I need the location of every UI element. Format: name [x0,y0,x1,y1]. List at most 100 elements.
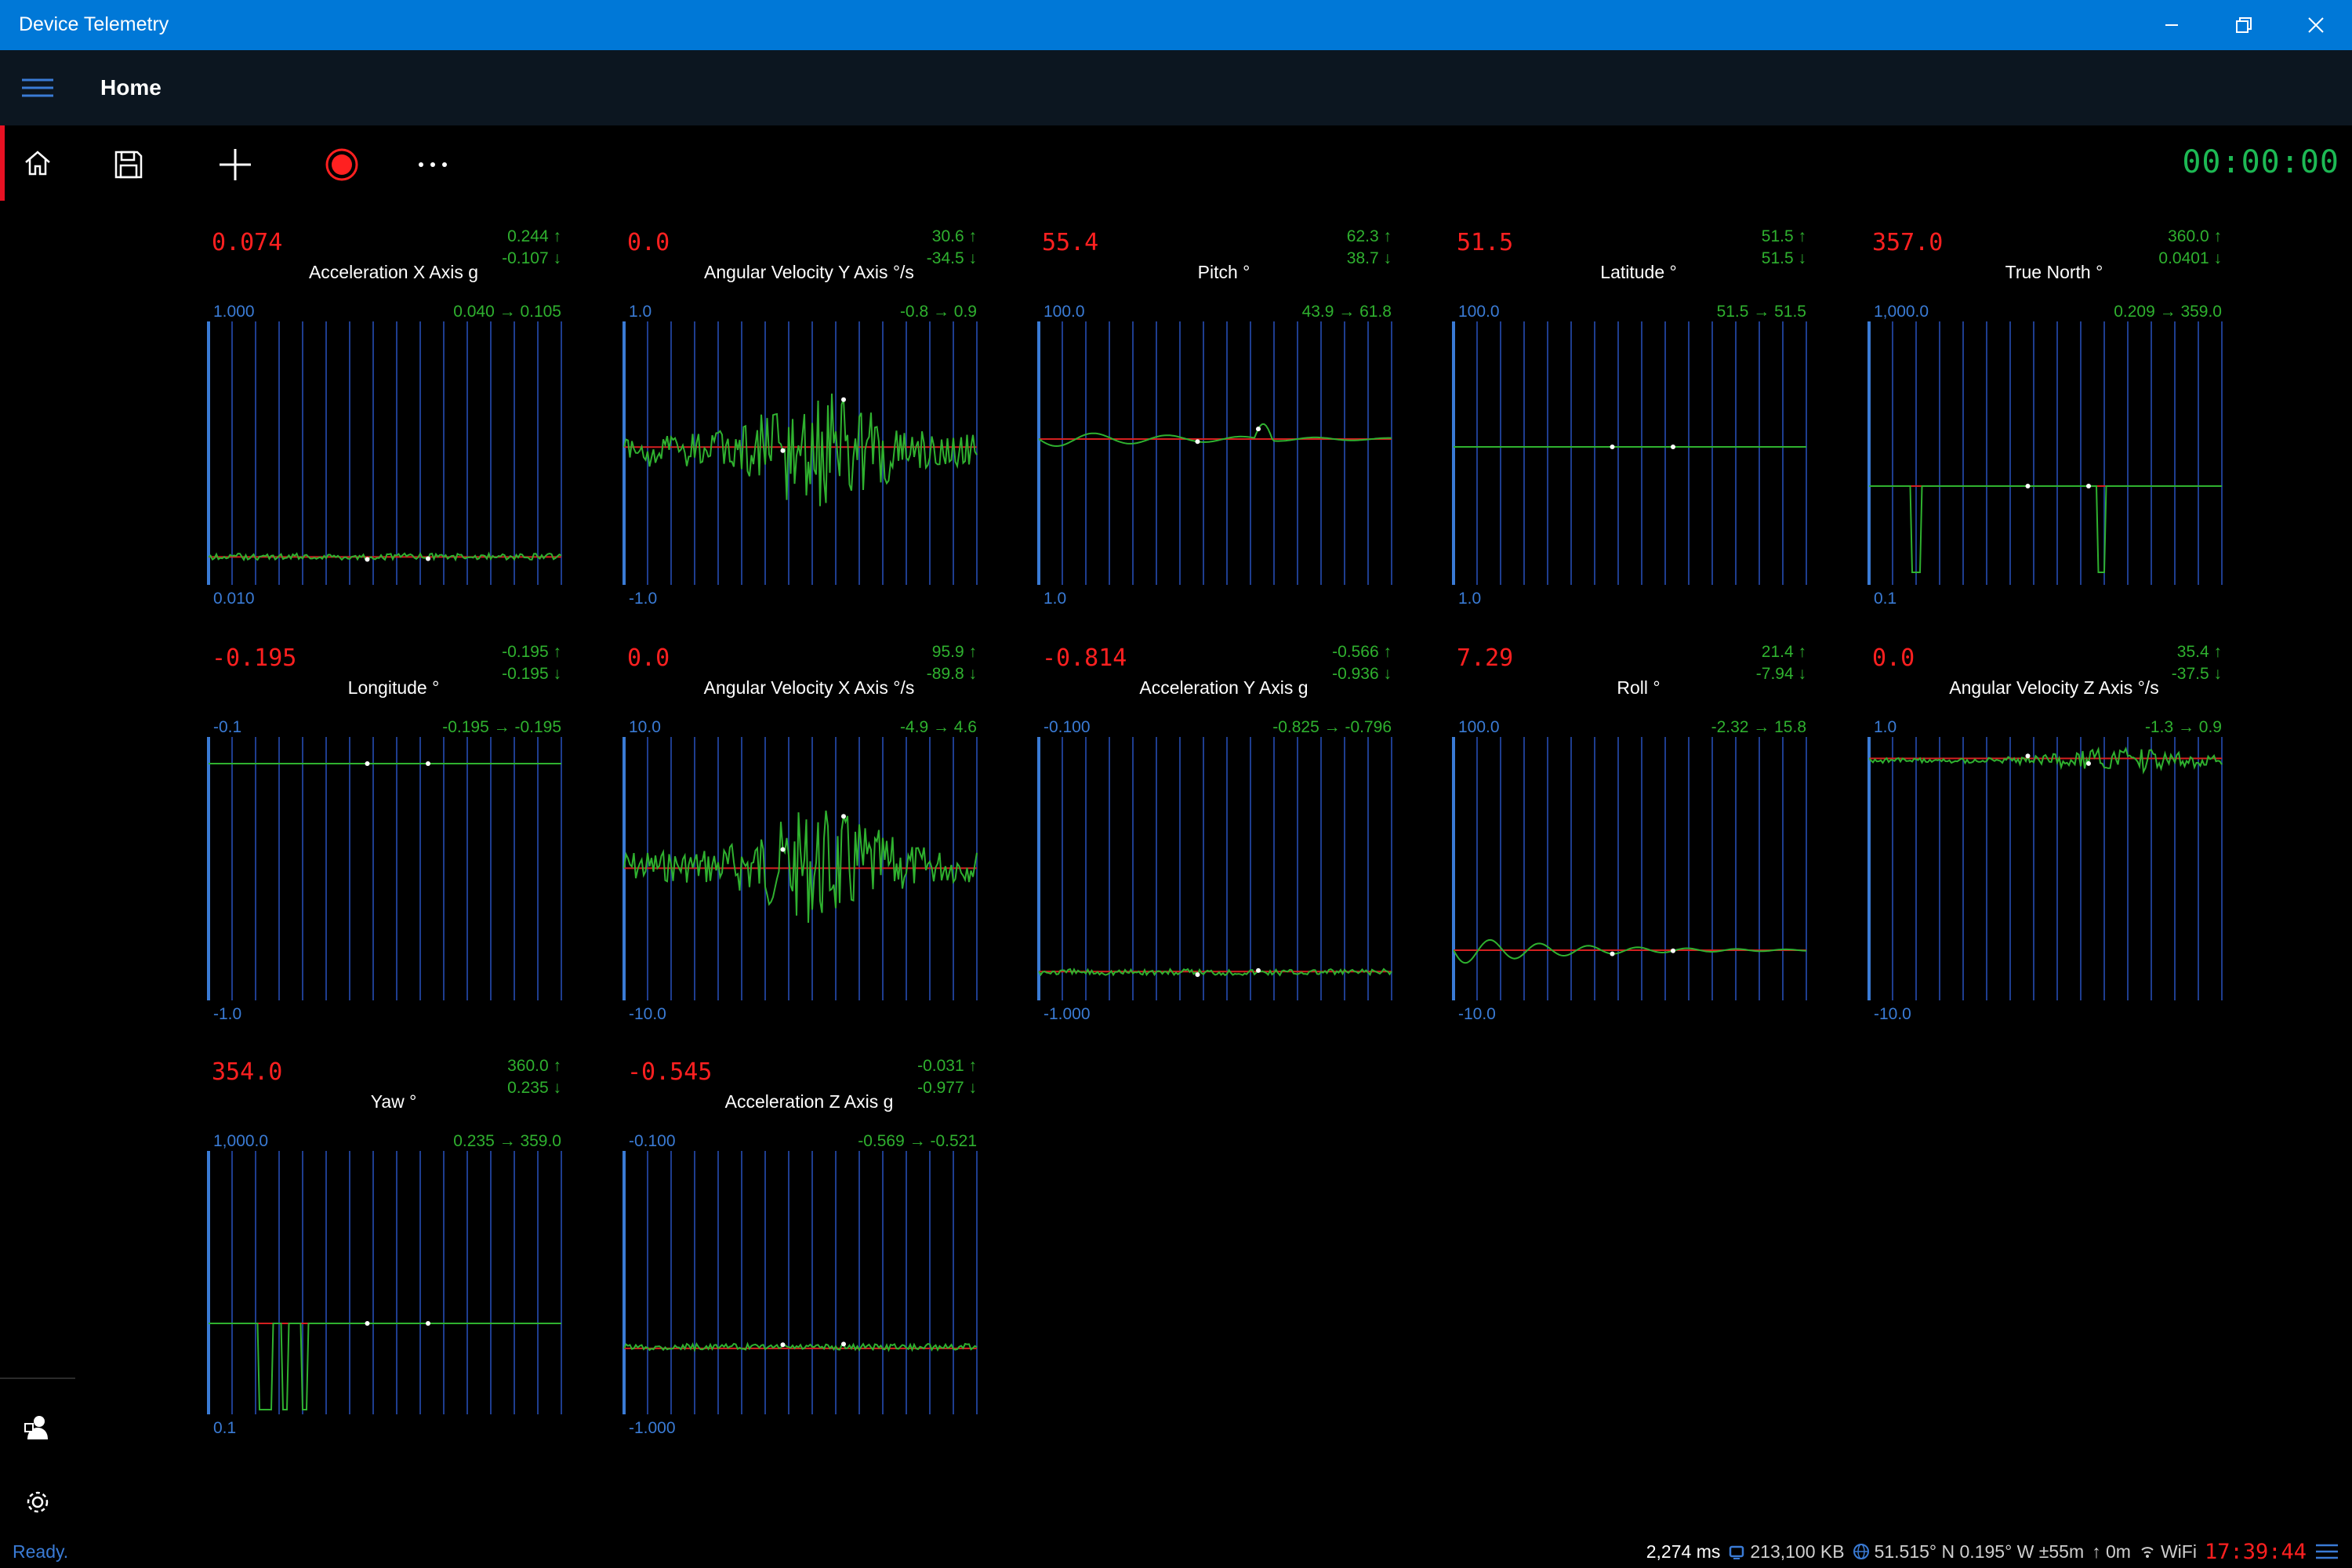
y-axis-bottom-label: -1.0 [213,1005,242,1023]
marker-point [426,556,430,561]
marker-point [841,397,846,402]
range-label: -1.3 → 0.9 [2144,718,2222,736]
telemetry-panel[interactable]: 0.0 95.9 ↑ -89.8 ↓ Angular Velocity X Axis … [621,635,989,1043]
max-value: -0.031 ↑ [917,1057,977,1075]
range-label: -0.8 → 0.9 [899,303,977,321]
telemetry-panel[interactable]: 357.0 360.0 ↑ 0.0401 ↓ True North ° 1,000.0 0… [1866,220,2234,627]
telemetry-panel[interactable]: 55.4 62.3 ↑ 38.7 ↓ Pitch ° 100.0 43.9 → 61.8 1… [1036,220,1404,627]
altitude-value: ↑ 0m [2092,1541,2131,1562]
status-details: 2,274 ms 213,100 KB 51.515° N 0.195° W ±… [1646,1538,2339,1565]
trace-plot [1867,321,2223,585]
current-value: 354.0 [212,1058,283,1086]
trace-plot [207,1151,562,1414]
y-axis-top-label: 10.0 [629,718,661,736]
close-icon [2308,17,2324,33]
panel-title: Longitude ° [347,677,440,698]
y-axis-bottom-label: 1.0 [1458,590,1482,608]
telemetry-panel[interactable]: 51.5 51.5 ↑ 51.5 ↓ Latitude ° 100.0 51.5 → 51… [1450,220,1819,627]
y-axis-top-label: -0.1 [213,718,242,736]
marker-point [426,1321,430,1326]
account-icon [24,1416,48,1439]
signal-trace [623,810,978,924]
trace-plot [622,1151,978,1414]
y-axis-top-label: 100.0 [1044,303,1085,321]
y-axis-bottom-label: 0.010 [213,590,255,608]
telemetry-panel[interactable]: 354.0 360.0 ↑ 0.235 ↓ Yaw ° 1,000.0 0.235 → 3… [205,1049,574,1457]
record-button[interactable] [310,133,373,196]
hamburger-button[interactable] [0,50,75,125]
plus-icon [220,149,251,180]
trace-plot [622,321,978,585]
restore-icon [2236,17,2252,33]
range-label: -0.569 → -0.521 [858,1132,977,1150]
min-value: -0.936 ↓ [1332,665,1392,683]
close-button[interactable] [2280,0,2352,50]
panel-title: Angular Velocity X Axis °/s [703,677,915,698]
y-axis-bottom-label: 0.1 [213,1419,237,1437]
telemetry-panel[interactable]: -0.195 -0.195 ↑ -0.195 ↓ Longitude ° -0.1 -0.… [205,635,574,1043]
current-value: 357.0 [1872,229,1944,256]
signal-trace [1868,746,2223,775]
min-value: -34.5 ↓ [926,249,977,267]
save-button[interactable] [97,133,160,196]
signal-trace [209,1323,561,1410]
location-item: 51.515° N 0.195° W ±55m [1853,1541,2084,1563]
marker-point [1256,967,1261,973]
minimize-button[interactable] [2136,0,2208,50]
panel-title: Angular Velocity Y Axis °/s [704,262,914,282]
range-label: 43.9 → 61.8 [1301,303,1392,321]
signal-trace [1038,967,1392,977]
y-axis-bottom-label: -10.0 [1874,1005,1911,1023]
marker-point [426,761,430,766]
current-value: 0.0 [627,229,670,256]
title-bar: Device Telemetry [0,0,2352,50]
telemetry-panel[interactable]: 0.0 30.6 ↑ -34.5 ↓ Angular Velocity Y Axis … [621,220,989,627]
network-item: WiFi [2139,1541,2197,1563]
telemetry-panel[interactable]: -0.545 -0.031 ↑ -0.977 ↓ Acceleration Z Axi… [621,1049,989,1457]
trace-plot [207,737,562,1000]
clock: 17:39:44 [2204,1539,2307,1564]
y-axis-bottom-label: -1.0 [629,590,658,608]
y-axis-top-label: -0.100 [629,1132,676,1150]
globe-icon [1853,1544,1869,1559]
memory-item: 213,100 KB [1728,1541,1845,1563]
more-button[interactable] [401,133,464,196]
marker-point [2086,484,2091,488]
sidebar-item-account[interactable] [0,1396,75,1458]
panel-title: Acceleration X Axis g [308,262,479,282]
telemetry-panel[interactable]: -0.814 -0.566 ↑ -0.936 ↓ Acceleration Y Axi… [1036,635,1404,1043]
record-timer: 00:00:00 [2182,144,2339,180]
restore-button[interactable] [2208,0,2280,50]
network-value: WiFi [2160,1541,2197,1562]
min-value: 38.7 ↓ [1346,249,1392,267]
hamburger-icon [22,78,53,97]
range-label: 0.209 → 359.0 [2114,303,2222,321]
panel-title: Yaw ° [370,1091,417,1112]
panel-title: Latitude ° [1600,262,1677,282]
min-value: -0.195 ↓ [502,665,561,683]
panel-title: Roll ° [1617,677,1661,698]
range-label: -0.195 → -0.195 [442,718,561,736]
marker-point [2086,760,2091,766]
marker-point [1195,972,1200,978]
current-value: 51.5 [1457,229,1514,256]
trace-plot [207,321,562,585]
telemetry-panel[interactable]: 0.0 35.4 ↑ -37.5 ↓ Angular Velocity Z Axis … [1866,635,2234,1043]
add-button[interactable] [204,133,267,196]
max-value: 95.9 ↑ [931,643,977,661]
trace-plot [1452,321,1807,585]
telemetry-panel[interactable]: 0.074 0.244 ↑ -0.107 ↓ Acceleration X Axis … [205,220,574,627]
latency-value: 2,274 ms [1646,1541,1721,1562]
telemetry-panel[interactable]: 7.29 21.4 ↑ -7.94 ↓ Roll ° 100.0 -2.32 → 15.8… [1450,635,1819,1043]
y-axis-top-label: 1,000.0 [1874,303,1929,321]
max-value: 0.244 ↑ [507,227,561,245]
y-axis-top-label: 1.0 [629,303,652,321]
min-value: -7.94 ↓ [1755,665,1806,683]
app-title: Device Telemetry [19,13,169,35]
menu-icon[interactable] [2314,1542,2339,1561]
sidebar-item-settings[interactable] [0,1471,75,1534]
max-value: 21.4 ↑ [1761,643,1806,661]
y-axis-top-label: 1.0 [1874,718,1897,736]
sidebar-item-home[interactable] [0,125,75,201]
y-axis-bottom-label: -10.0 [629,1005,666,1023]
